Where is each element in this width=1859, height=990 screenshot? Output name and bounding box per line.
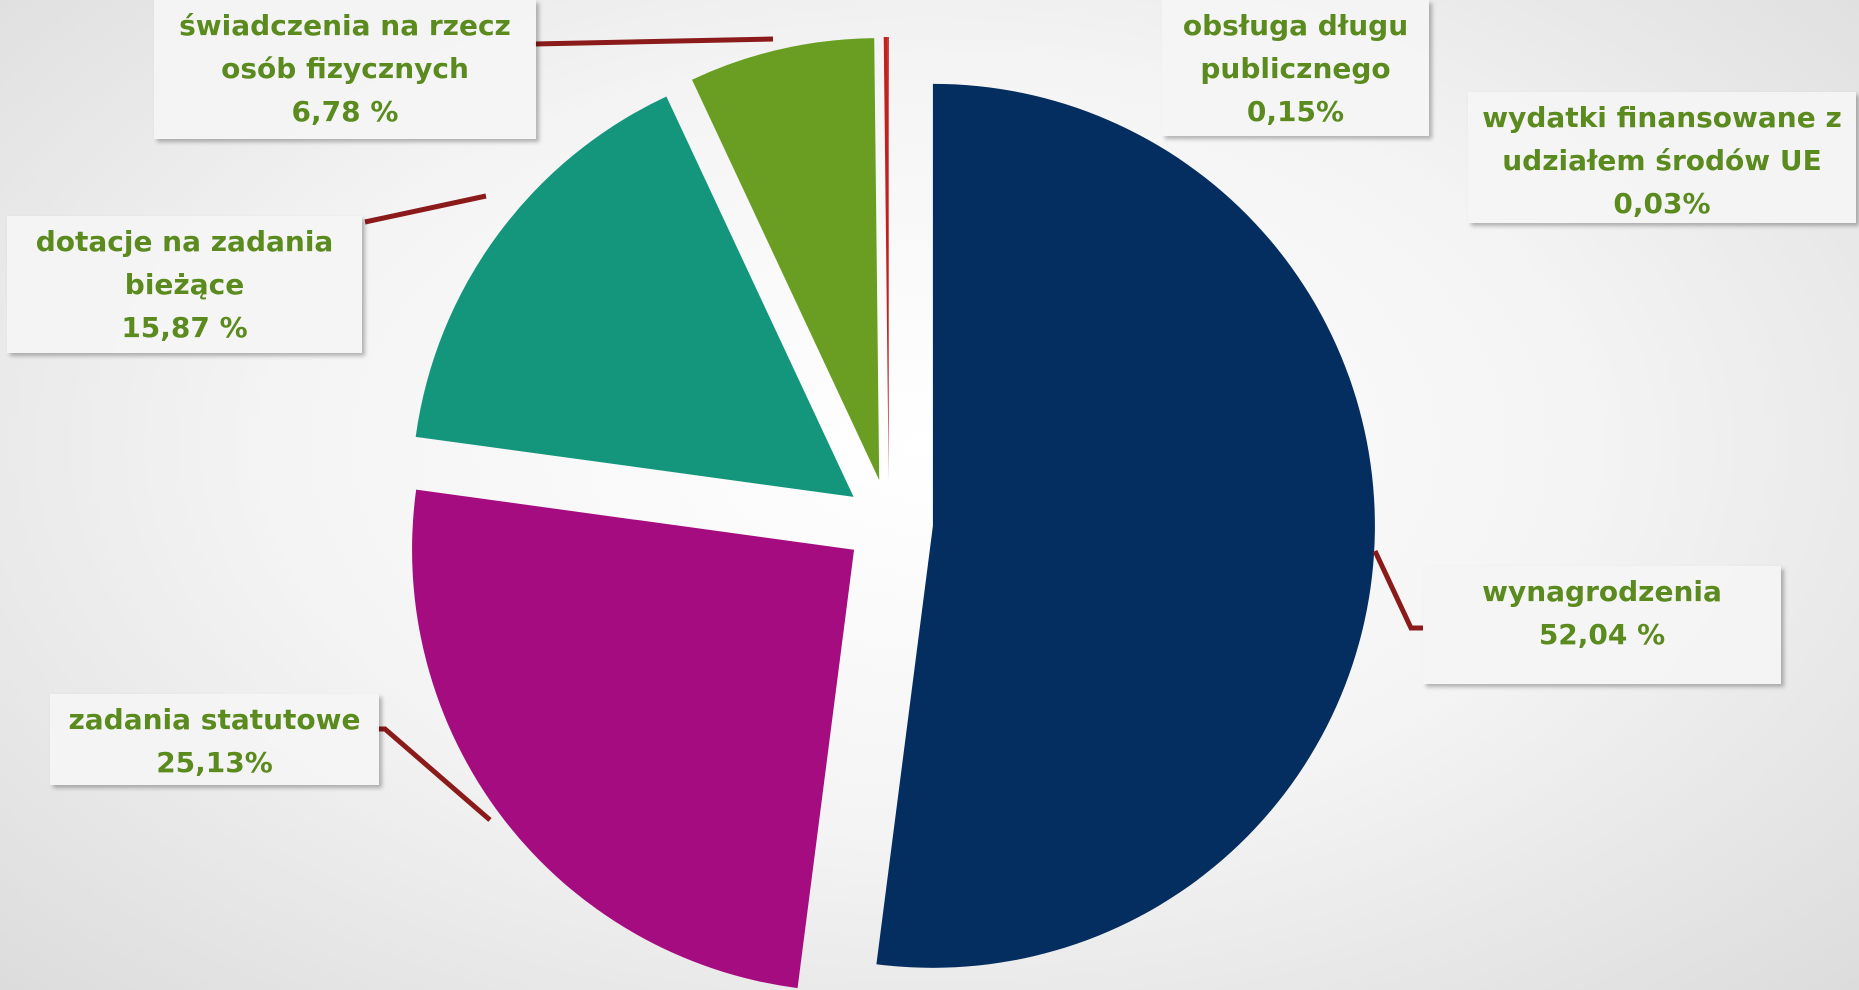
value-label: 25,13% bbox=[156, 746, 273, 779]
category-name: wynagrodzenia bbox=[1482, 575, 1722, 608]
category-name: zadania statutowe bbox=[68, 703, 361, 736]
data-label: wynagrodzenia 52,04 % bbox=[1423, 566, 1781, 684]
leader-lines bbox=[364, 36, 1423, 822]
value-label: 52,04 % bbox=[1538, 618, 1666, 651]
leader-line bbox=[364, 193, 487, 225]
data-label: zadania statutowe 25,13% bbox=[50, 694, 379, 785]
category-name: obsługa długu publicznego bbox=[1182, 9, 1409, 85]
pie-slice bbox=[415, 96, 854, 497]
data-label: świadczenia na rzecz osób fizycznych 6,78… bbox=[154, 0, 536, 139]
value-label: 0,03% bbox=[1613, 187, 1711, 220]
pie-slice bbox=[876, 83, 1375, 968]
value-label: 6,78 % bbox=[291, 95, 399, 128]
data-label: wydatki finansowane z udziałem środów UE… bbox=[1468, 92, 1856, 223]
leader-line bbox=[1372, 549, 1423, 631]
leader-line bbox=[533, 36, 774, 47]
value-label: 0,15% bbox=[1246, 95, 1345, 128]
leader-line bbox=[377, 726, 492, 822]
value-label: 15,87 % bbox=[121, 311, 248, 344]
category-name: dotacje na zadania bieżące bbox=[35, 225, 334, 301]
pie-slice bbox=[888, 37, 889, 480]
category-name: świadczenia na rzecz osób fizycznych bbox=[179, 9, 511, 85]
data-label: obsługa długu publicznego 0,15% bbox=[1162, 0, 1429, 136]
data-label: dotacje na zadania bieżące 15,87 % bbox=[7, 216, 362, 353]
pie-slice bbox=[412, 489, 855, 989]
category-name: wydatki finansowane z udziałem środów UE bbox=[1482, 101, 1842, 177]
pie-slice bbox=[883, 37, 889, 480]
pie-slice bbox=[692, 38, 880, 481]
